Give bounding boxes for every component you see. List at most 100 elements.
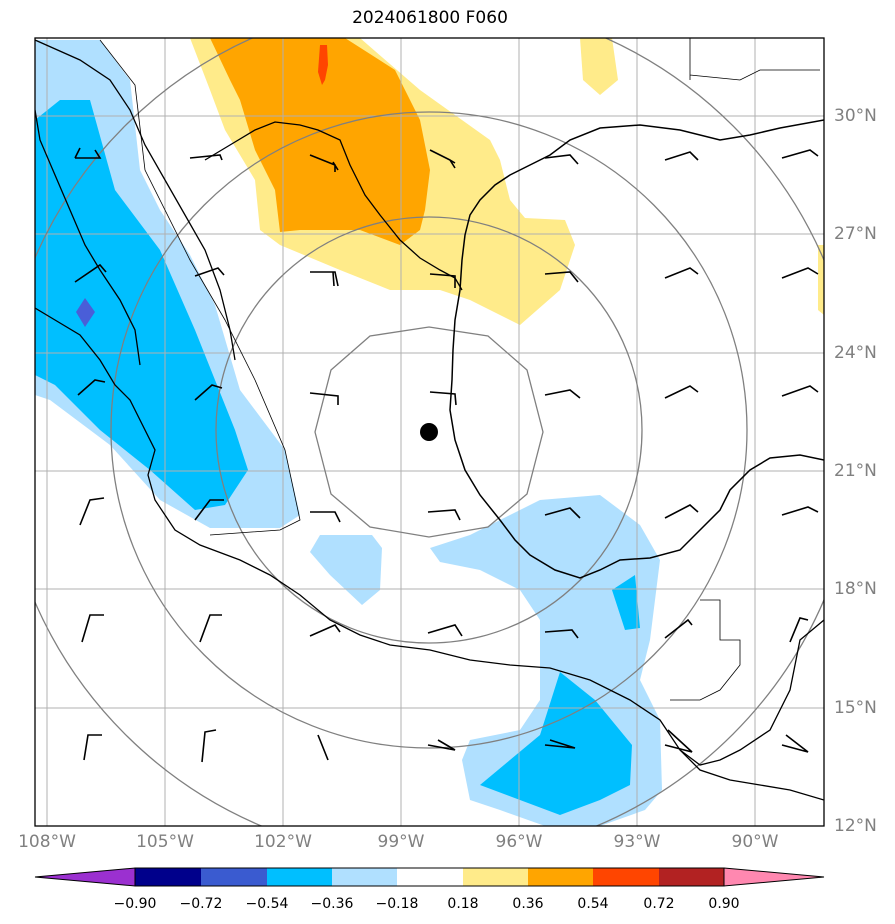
wind-barb — [310, 271, 339, 287]
colorbar-tick-label: −0.36 — [310, 896, 354, 912]
lat-label-27n: 27°N — [834, 224, 877, 244]
lon-label-108w: 108°W — [18, 832, 76, 852]
coastlines — [35, 38, 824, 801]
colorbar-segment — [463, 868, 528, 886]
coast-pacific — [35, 307, 824, 801]
wind-barb — [544, 271, 579, 283]
border-us-mexico — [204, 121, 463, 291]
contour-yellow-northeast — [580, 38, 618, 95]
lat-label-15n: 15°N — [834, 698, 877, 718]
coast-baja — [35, 39, 236, 361]
wind-barb — [427, 509, 461, 521]
lon-label-93w: 93°W — [613, 832, 661, 852]
lat-label-30n: 30°N — [834, 106, 877, 126]
wind-barb — [309, 392, 339, 405]
wind-barb — [317, 734, 329, 761]
colorbar-segment — [397, 868, 463, 886]
coast-central-america — [679, 619, 824, 766]
border-guatemala — [670, 599, 741, 701]
wind-barb — [194, 384, 223, 401]
wind-barb — [781, 385, 819, 397]
contour-orange-red-north — [318, 45, 328, 85]
wind-barb — [194, 499, 224, 521]
contour-deep-blue-west — [35, 100, 248, 510]
plot-frame — [34, 37, 825, 827]
wind-barb — [77, 379, 106, 396]
colorbar-frame — [134, 867, 725, 887]
wind-barbs — [74, 147, 819, 763]
wind-barb — [74, 147, 102, 159]
wind-barb — [544, 154, 579, 165]
wind-barb — [81, 614, 104, 643]
wind-barb — [429, 391, 457, 406]
colorbar-tick-label: 0.72 — [643, 896, 675, 912]
map-title: 2024061800 F060 — [352, 8, 508, 28]
colorbar-extend-min — [34, 867, 136, 887]
wind-barb — [664, 618, 693, 639]
colorbar-tick-label: −0.90 — [113, 896, 157, 912]
coast-gulf-california — [35, 109, 141, 366]
colorbar-segment — [135, 868, 201, 886]
coast-mexico-east — [449, 349, 824, 579]
wind-barb — [429, 273, 456, 288]
border-us-states — [689, 38, 820, 81]
filled-contours — [35, 38, 824, 826]
gridlines — [35, 38, 824, 826]
wind-barb — [309, 624, 341, 637]
wind-barb — [664, 504, 699, 519]
colorbar — [34, 867, 825, 887]
colorbar-segment — [267, 868, 332, 886]
border-states — [99, 39, 301, 536]
lon-label-102w: 102°W — [254, 832, 312, 852]
contour-light-blue-center — [310, 535, 382, 605]
wind-barb — [189, 154, 223, 161]
colorbar-segment — [201, 868, 267, 886]
lon-label-90w: 90°W — [731, 832, 779, 852]
wind-barb — [429, 149, 456, 169]
wind-barb — [199, 614, 222, 643]
wind-barb — [664, 151, 699, 161]
colorbar-segment — [659, 868, 724, 886]
contour-royal-blue-diamond — [76, 298, 95, 327]
coast-texas — [452, 119, 824, 351]
contour-orange-north — [210, 38, 430, 245]
lat-label-18n: 18°N — [834, 579, 877, 599]
wind-barb — [664, 729, 693, 753]
colorbar-extend-max — [723, 867, 825, 887]
colorbar-tick-label: 0.54 — [577, 896, 609, 912]
wind-barb — [781, 149, 819, 159]
wind-barb — [781, 506, 819, 516]
range-rings — [35, 38, 824, 826]
wind-barb — [544, 389, 581, 399]
wind-barb — [427, 624, 463, 637]
contour-yellow-east-edge — [818, 245, 824, 315]
colorbar-tick-label: −0.18 — [375, 896, 419, 912]
colorbar-segment — [528, 868, 593, 886]
wind-barb — [664, 385, 699, 399]
wind-barb — [664, 267, 699, 279]
lat-label-12n: 12°N — [834, 816, 877, 836]
wind-barb — [544, 739, 576, 749]
wind-barb — [781, 267, 819, 279]
lat-label-21n: 21°N — [834, 461, 877, 481]
wind-barb — [789, 617, 809, 643]
wind-barb — [194, 267, 225, 277]
wind-barb — [544, 629, 579, 639]
range-ring-1 — [314, 326, 544, 538]
lon-label-105w: 105°W — [136, 832, 194, 852]
wind-barb — [83, 734, 102, 761]
range-ring-3 — [110, 111, 748, 749]
lon-label-96w: 96°W — [495, 832, 543, 852]
wind-barb — [309, 154, 339, 172]
lon-label-99w: 99°W — [377, 832, 425, 852]
wind-barb — [201, 729, 217, 763]
colorbar-tick-label: 0.18 — [447, 896, 479, 912]
wind-barb — [427, 739, 456, 751]
range-ring-2 — [215, 216, 643, 644]
wind-barb — [79, 497, 105, 526]
wind-barb — [310, 511, 341, 523]
wind-barb — [544, 507, 581, 519]
wind-barb — [781, 734, 809, 753]
wind-barb — [74, 263, 107, 283]
colorbar-tick-label: 0.90 — [708, 896, 740, 912]
